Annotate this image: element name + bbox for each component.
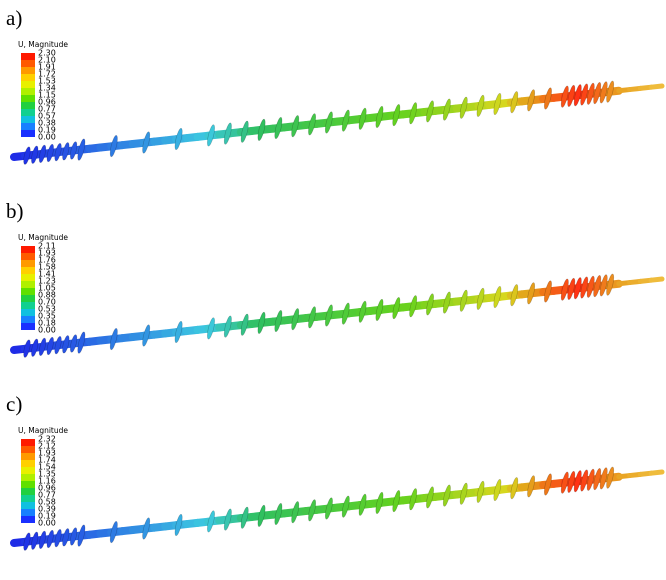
legend-band xyxy=(21,67,35,74)
legend-band xyxy=(21,81,35,88)
shaft xyxy=(651,472,662,473)
legend-band xyxy=(21,316,35,323)
panel: b)U, Magnitude2.111.931.761.581.411.231.… xyxy=(6,199,662,358)
legend-band xyxy=(21,53,35,60)
legend-tick-label: 0.00 xyxy=(38,133,56,142)
legend-band xyxy=(21,274,35,281)
legend-band xyxy=(21,109,35,116)
legend-tick-label: 0.00 xyxy=(38,326,56,335)
panel-label: a) xyxy=(6,6,22,30)
legend-band xyxy=(21,481,35,488)
panel-label: c) xyxy=(6,392,22,416)
legend-band xyxy=(21,446,35,453)
panel: c)U, Magnitude2.322.121.931.741.541.351.… xyxy=(6,392,662,551)
legend-band xyxy=(21,323,35,330)
panel: a)U, Magnitude2.302.101.911.721.531.341.… xyxy=(6,6,662,165)
legend-band xyxy=(21,516,35,523)
legend-band xyxy=(21,460,35,467)
legend-band xyxy=(21,495,35,502)
legend-band xyxy=(21,123,35,130)
legend-band xyxy=(21,116,35,123)
legend-band xyxy=(21,467,35,474)
legend-tick-label: 0.00 xyxy=(38,519,56,528)
legend-band xyxy=(21,474,35,481)
legend-band xyxy=(21,295,35,302)
shaft xyxy=(651,279,662,280)
legend-band xyxy=(21,253,35,260)
legend-band xyxy=(21,309,35,316)
shaft xyxy=(651,86,662,87)
legend-band xyxy=(21,60,35,67)
legend-band xyxy=(21,302,35,309)
legend-band xyxy=(21,488,35,495)
legend-band xyxy=(21,502,35,509)
figure: a)U, Magnitude2.302.101.911.721.531.341.… xyxy=(0,0,666,580)
legend-band xyxy=(21,95,35,102)
legend-band xyxy=(21,453,35,460)
legend-band xyxy=(21,88,35,95)
legend-band xyxy=(21,281,35,288)
legend-band xyxy=(21,130,35,137)
legend-band xyxy=(21,260,35,267)
panel-label: b) xyxy=(6,199,24,223)
legend-band xyxy=(21,288,35,295)
legend-band xyxy=(21,439,35,446)
legend-band xyxy=(21,267,35,274)
legend-band xyxy=(21,509,35,516)
legend-band xyxy=(21,74,35,81)
legend-band xyxy=(21,246,35,253)
legend-band xyxy=(21,102,35,109)
